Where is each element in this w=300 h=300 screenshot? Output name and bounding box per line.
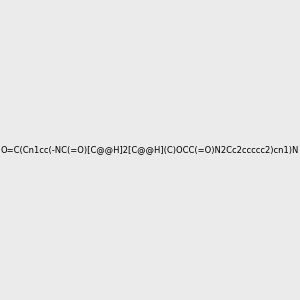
Text: O=C(Cn1cc(-NC(=O)[C@@H]2[C@@H](C)OCC(=O)N2Cc2ccccc2)cn1)N: O=C(Cn1cc(-NC(=O)[C@@H]2[C@@H](C)OCC(=O)…: [1, 146, 299, 154]
